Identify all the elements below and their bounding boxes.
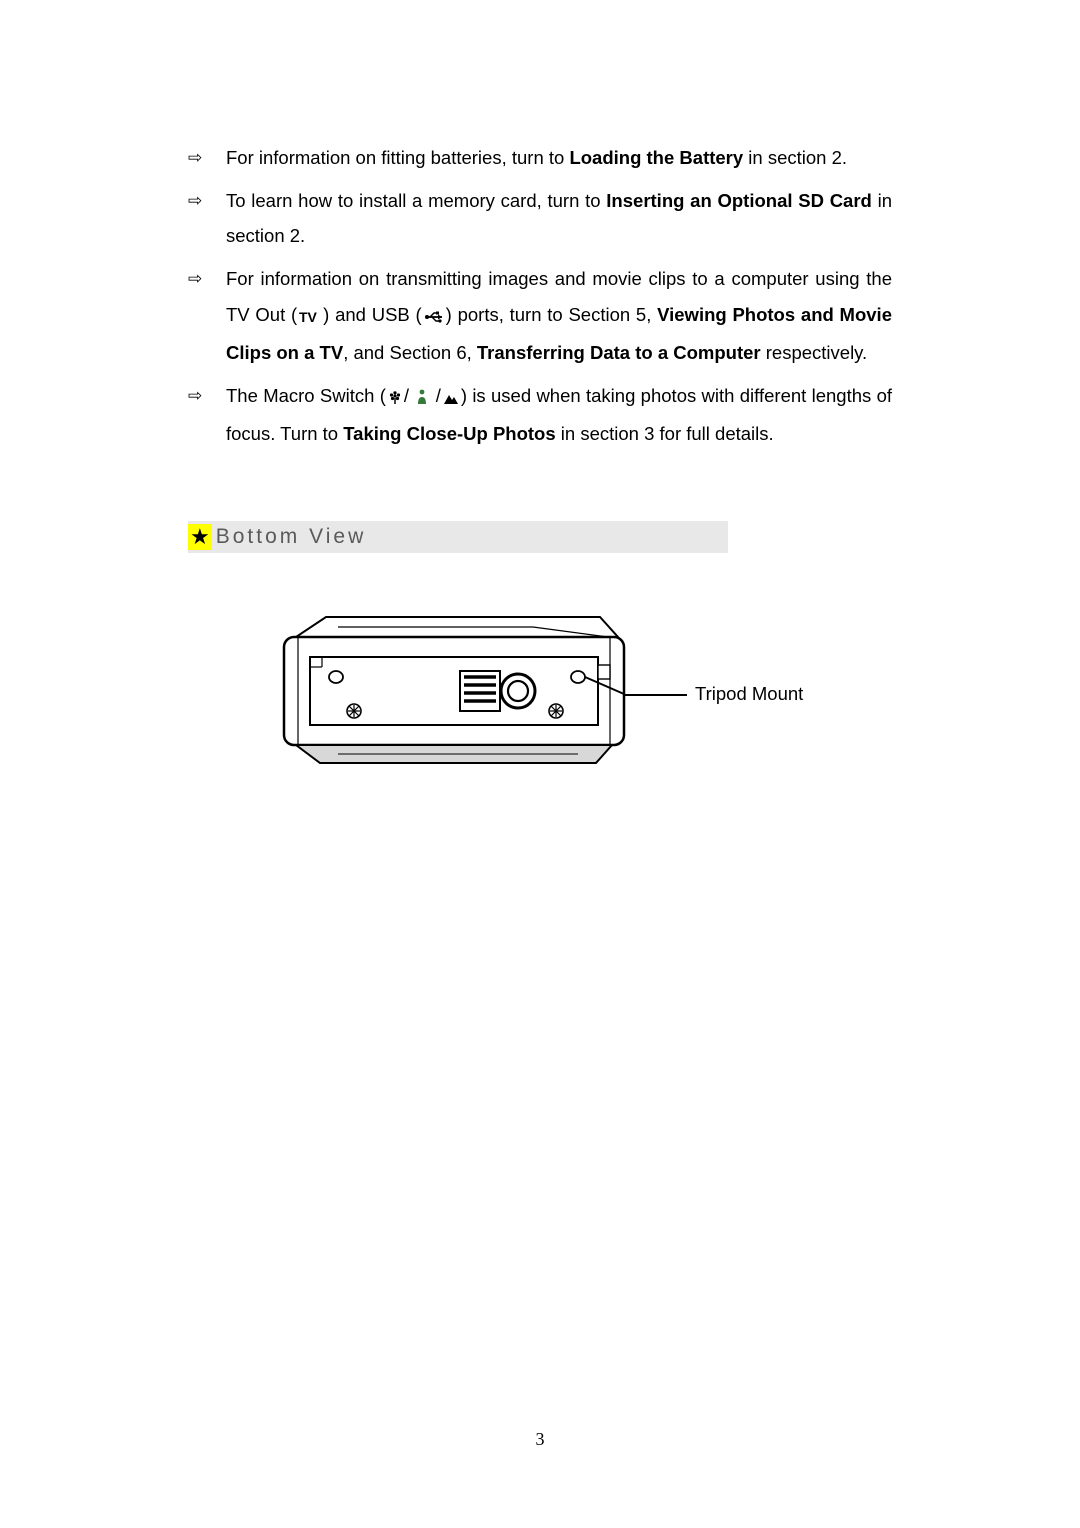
arrow-icon: ⇨ (188, 183, 226, 217)
text-run: To learn how to install a memory card, t… (226, 190, 606, 211)
section-heading: ★ Bottom View (188, 521, 728, 553)
page-number: 3 (0, 1429, 1080, 1450)
star-icon: ★ (188, 524, 212, 550)
svg-text:TV: TV (299, 310, 318, 324)
mountain-icon (443, 381, 459, 416)
usb-icon (424, 300, 444, 335)
figure-bottom-view: Tripod Mount (188, 615, 892, 795)
page-content: ⇨ For information on fitting batteries, … (0, 0, 1080, 795)
arrow-icon: ⇨ (188, 140, 226, 174)
bullet-text: To learn how to install a memory card, t… (226, 183, 892, 253)
arrow-icon: ⇨ (188, 261, 226, 295)
bold-run: Inserting an Optional SD Card (606, 190, 872, 211)
list-item: ⇨ To learn how to install a memory card,… (188, 183, 892, 253)
list-item: ⇨ The Macro Switch (/ /) is used when ta… (188, 378, 892, 451)
callout-line (623, 694, 687, 696)
bullet-text: For information on transmitting images a… (226, 261, 892, 369)
tv-icon: TV (299, 300, 321, 335)
person-icon (416, 381, 428, 416)
text-run: in section 2. (743, 147, 847, 168)
bullet-text: The Macro Switch (/ /) is used when taki… (226, 378, 892, 451)
bold-run: Transferring Data to a Computer (477, 342, 761, 363)
text-run: / (430, 385, 440, 406)
tripod-mount-label: Tripod Mount (695, 683, 803, 705)
bullet-text: For information on fitting batteries, tu… (226, 140, 892, 175)
flower-icon (388, 381, 402, 416)
text-run: For information on fitting batteries, tu… (226, 147, 569, 168)
text-run: , and Section 6, (343, 342, 477, 363)
camera-bottom-diagram (278, 615, 630, 767)
arrow-icon: ⇨ (188, 378, 226, 412)
list-item: ⇨ For information on fitting batteries, … (188, 140, 892, 175)
text-run: ) and USB ( (323, 304, 422, 325)
text-run: / (404, 385, 414, 406)
text-run: in section 3 for full details. (556, 423, 774, 444)
text-run: ) ports, turn to Section 5, (446, 304, 657, 325)
bold-run: Taking Close-Up Photos (343, 423, 555, 444)
list-item: ⇨ For information on transmitting images… (188, 261, 892, 369)
bold-run: Loading the Battery (569, 147, 743, 168)
heading-text: Bottom View (216, 525, 367, 549)
text-run: The Macro Switch ( (226, 385, 386, 406)
bullet-list: ⇨ For information on fitting batteries, … (188, 140, 892, 451)
text-run: respectively. (761, 342, 868, 363)
